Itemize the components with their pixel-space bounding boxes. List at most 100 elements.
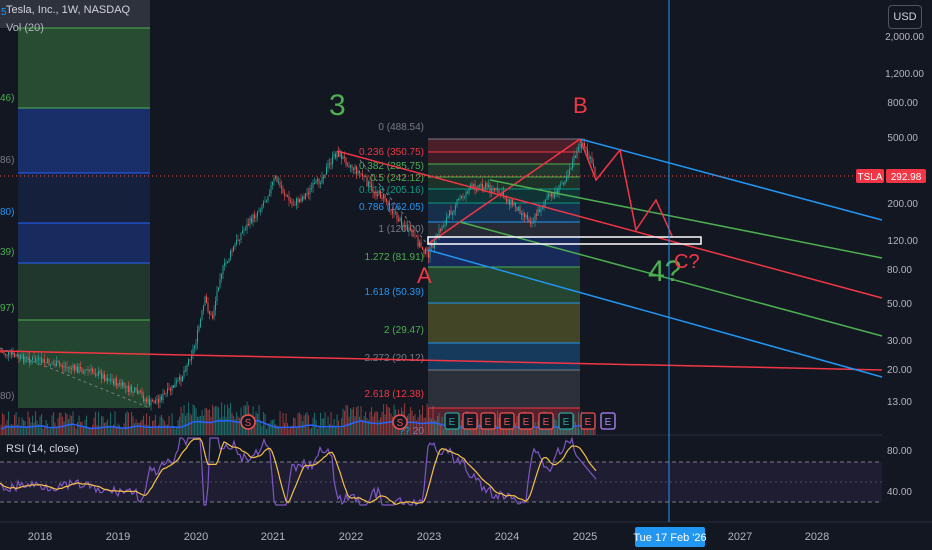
volume-bar [101,416,103,435]
volume-bar [303,415,305,435]
volume-bar [335,427,337,435]
volume-bar [45,420,47,435]
volume-bar [138,423,140,435]
volume-bar [351,409,353,435]
volume-bar [120,427,122,435]
fib-label: 0.786 (162.05) [359,202,424,213]
candle [63,360,65,373]
candle [365,174,366,178]
volume-bar [281,426,283,435]
currency-button[interactable]: USD [888,5,922,29]
volume-bar [383,404,385,435]
wave-label-3: 3 [329,89,346,122]
volume-bar [123,423,125,435]
volume-bar [168,415,170,435]
candle [264,196,266,203]
candle [341,150,342,165]
candle [251,214,252,225]
candle [486,181,488,191]
volume-bar [33,422,35,435]
candle [317,176,318,185]
price-tick: 30.00 [887,336,912,347]
candle [527,211,528,223]
candle [366,174,368,187]
volume-bar [155,414,157,435]
candle [294,201,296,206]
volume-bar [258,404,260,435]
price-tick: 500.00 [887,133,918,144]
volume-bar [158,424,160,435]
candle [573,150,575,167]
volume-bar [477,419,479,435]
candle [446,212,447,227]
volume-bar [425,417,427,435]
volume-bar [390,413,392,435]
candle [243,227,245,236]
candle [77,363,78,374]
volume-bar [227,404,229,435]
price-axis[interactable]: 2,000.00 1,200.00 800.00 500.00 200.00 1… [885,32,924,408]
volume-bar [221,402,223,435]
volume-bar [588,427,590,435]
candle [152,398,153,402]
candlestick-series[interactable] [0,138,596,411]
candle [116,375,117,389]
volume-bar [462,424,464,435]
candle [156,395,158,405]
volume-bar [302,421,304,435]
rsi-tick: 80.00 [887,446,912,457]
volume-bar [386,404,388,435]
candle [15,353,17,358]
volume-bar [170,427,172,435]
candle [197,325,198,350]
rsi-ma-line [0,438,597,506]
time-tick: 2028 [805,531,829,543]
rsi-axis[interactable]: 80.00 40.00 [887,446,912,498]
last-price-symbol: TSLA [857,172,882,183]
candle [218,287,219,292]
volume-bar [525,427,527,435]
candle [125,383,126,394]
candle [270,181,272,197]
candle [560,181,561,190]
volume-bar [327,416,329,435]
candle [122,379,123,389]
candle [59,360,60,369]
left-fib-zones [0,0,150,408]
candle [357,167,359,176]
symbol-title[interactable]: Tesla, Inc., 1W, NASDAQ [6,4,131,16]
rsi-indicator-label[interactable]: RSI (14, close) [6,443,79,455]
time-axis[interactable]: 2018 2019 2020 2021 2022 2023 2024 2025 … [28,531,829,543]
candle [231,247,233,257]
candle [267,195,269,204]
pitchfork[interactable] [0,138,883,409]
candle [188,357,189,367]
volume-bar [93,417,95,435]
candle [65,362,66,372]
candle [68,366,69,374]
volume-bar [129,427,131,435]
volume-bar [345,404,347,435]
price-tick: 1,200.00 [885,69,924,80]
candle [546,191,548,201]
candle [528,216,530,223]
volume-bar [387,407,389,435]
volume-bar [24,421,26,435]
volume-bar [350,408,352,435]
volume-bar [194,405,196,435]
volume-bar [339,427,341,435]
candle [137,383,138,395]
candle [131,383,132,394]
left-fib-label-top: 5 [1,7,7,18]
volume-indicator-label[interactable]: Vol (20) [6,22,44,34]
candle [203,304,204,315]
fib-label: 1.618 (50.39) [365,287,425,298]
candle [572,156,573,171]
volume-bar [317,428,319,435]
candle [488,179,489,188]
volume-bar [198,416,200,435]
candle [5,353,6,358]
price-tick: 800.00 [887,98,918,109]
